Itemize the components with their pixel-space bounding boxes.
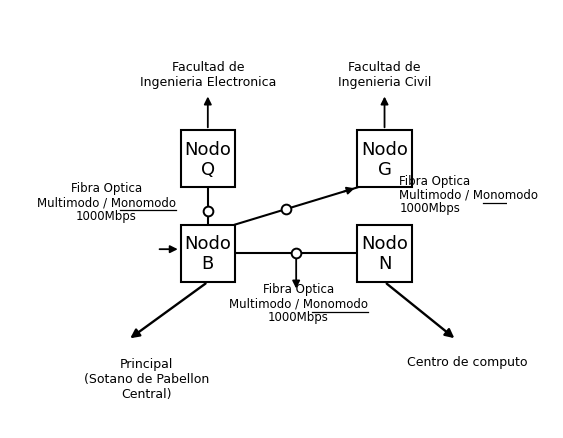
Text: G: G <box>378 161 391 179</box>
Text: Multimodo / Monomodo: Multimodo / Monomodo <box>229 297 368 310</box>
Text: Nodo: Nodo <box>361 236 408 254</box>
Text: Nodo: Nodo <box>184 141 231 159</box>
Text: 1000Mbps: 1000Mbps <box>75 210 137 223</box>
Text: Fibra Optica: Fibra Optica <box>399 175 471 187</box>
Text: 1000Mbps: 1000Mbps <box>267 311 329 324</box>
Text: Facultad de
Ingenieria Civil: Facultad de Ingenieria Civil <box>338 61 431 89</box>
Text: Nodo: Nodo <box>361 141 408 159</box>
Text: Nodo: Nodo <box>184 236 231 254</box>
Text: Q: Q <box>201 161 215 179</box>
Text: Fibra Optica: Fibra Optica <box>262 283 334 297</box>
FancyBboxPatch shape <box>358 130 412 187</box>
FancyBboxPatch shape <box>358 225 412 282</box>
Text: Centro de computo: Centro de computo <box>407 356 528 369</box>
Text: Fibra Optica: Fibra Optica <box>70 182 142 195</box>
Text: Multimodo / Monomodo: Multimodo / Monomodo <box>399 188 538 201</box>
Text: B: B <box>202 255 214 273</box>
Text: 1000Mbps: 1000Mbps <box>399 202 460 215</box>
FancyBboxPatch shape <box>181 225 235 282</box>
Text: Principal
(Sotano de Pabellon
Central): Principal (Sotano de Pabellon Central) <box>84 358 209 401</box>
Text: Facultad de
Ingenieria Electronica: Facultad de Ingenieria Electronica <box>140 61 276 89</box>
Text: N: N <box>378 255 391 273</box>
Text: Multimodo / Monomodo: Multimodo / Monomodo <box>37 196 176 209</box>
FancyBboxPatch shape <box>181 130 235 187</box>
